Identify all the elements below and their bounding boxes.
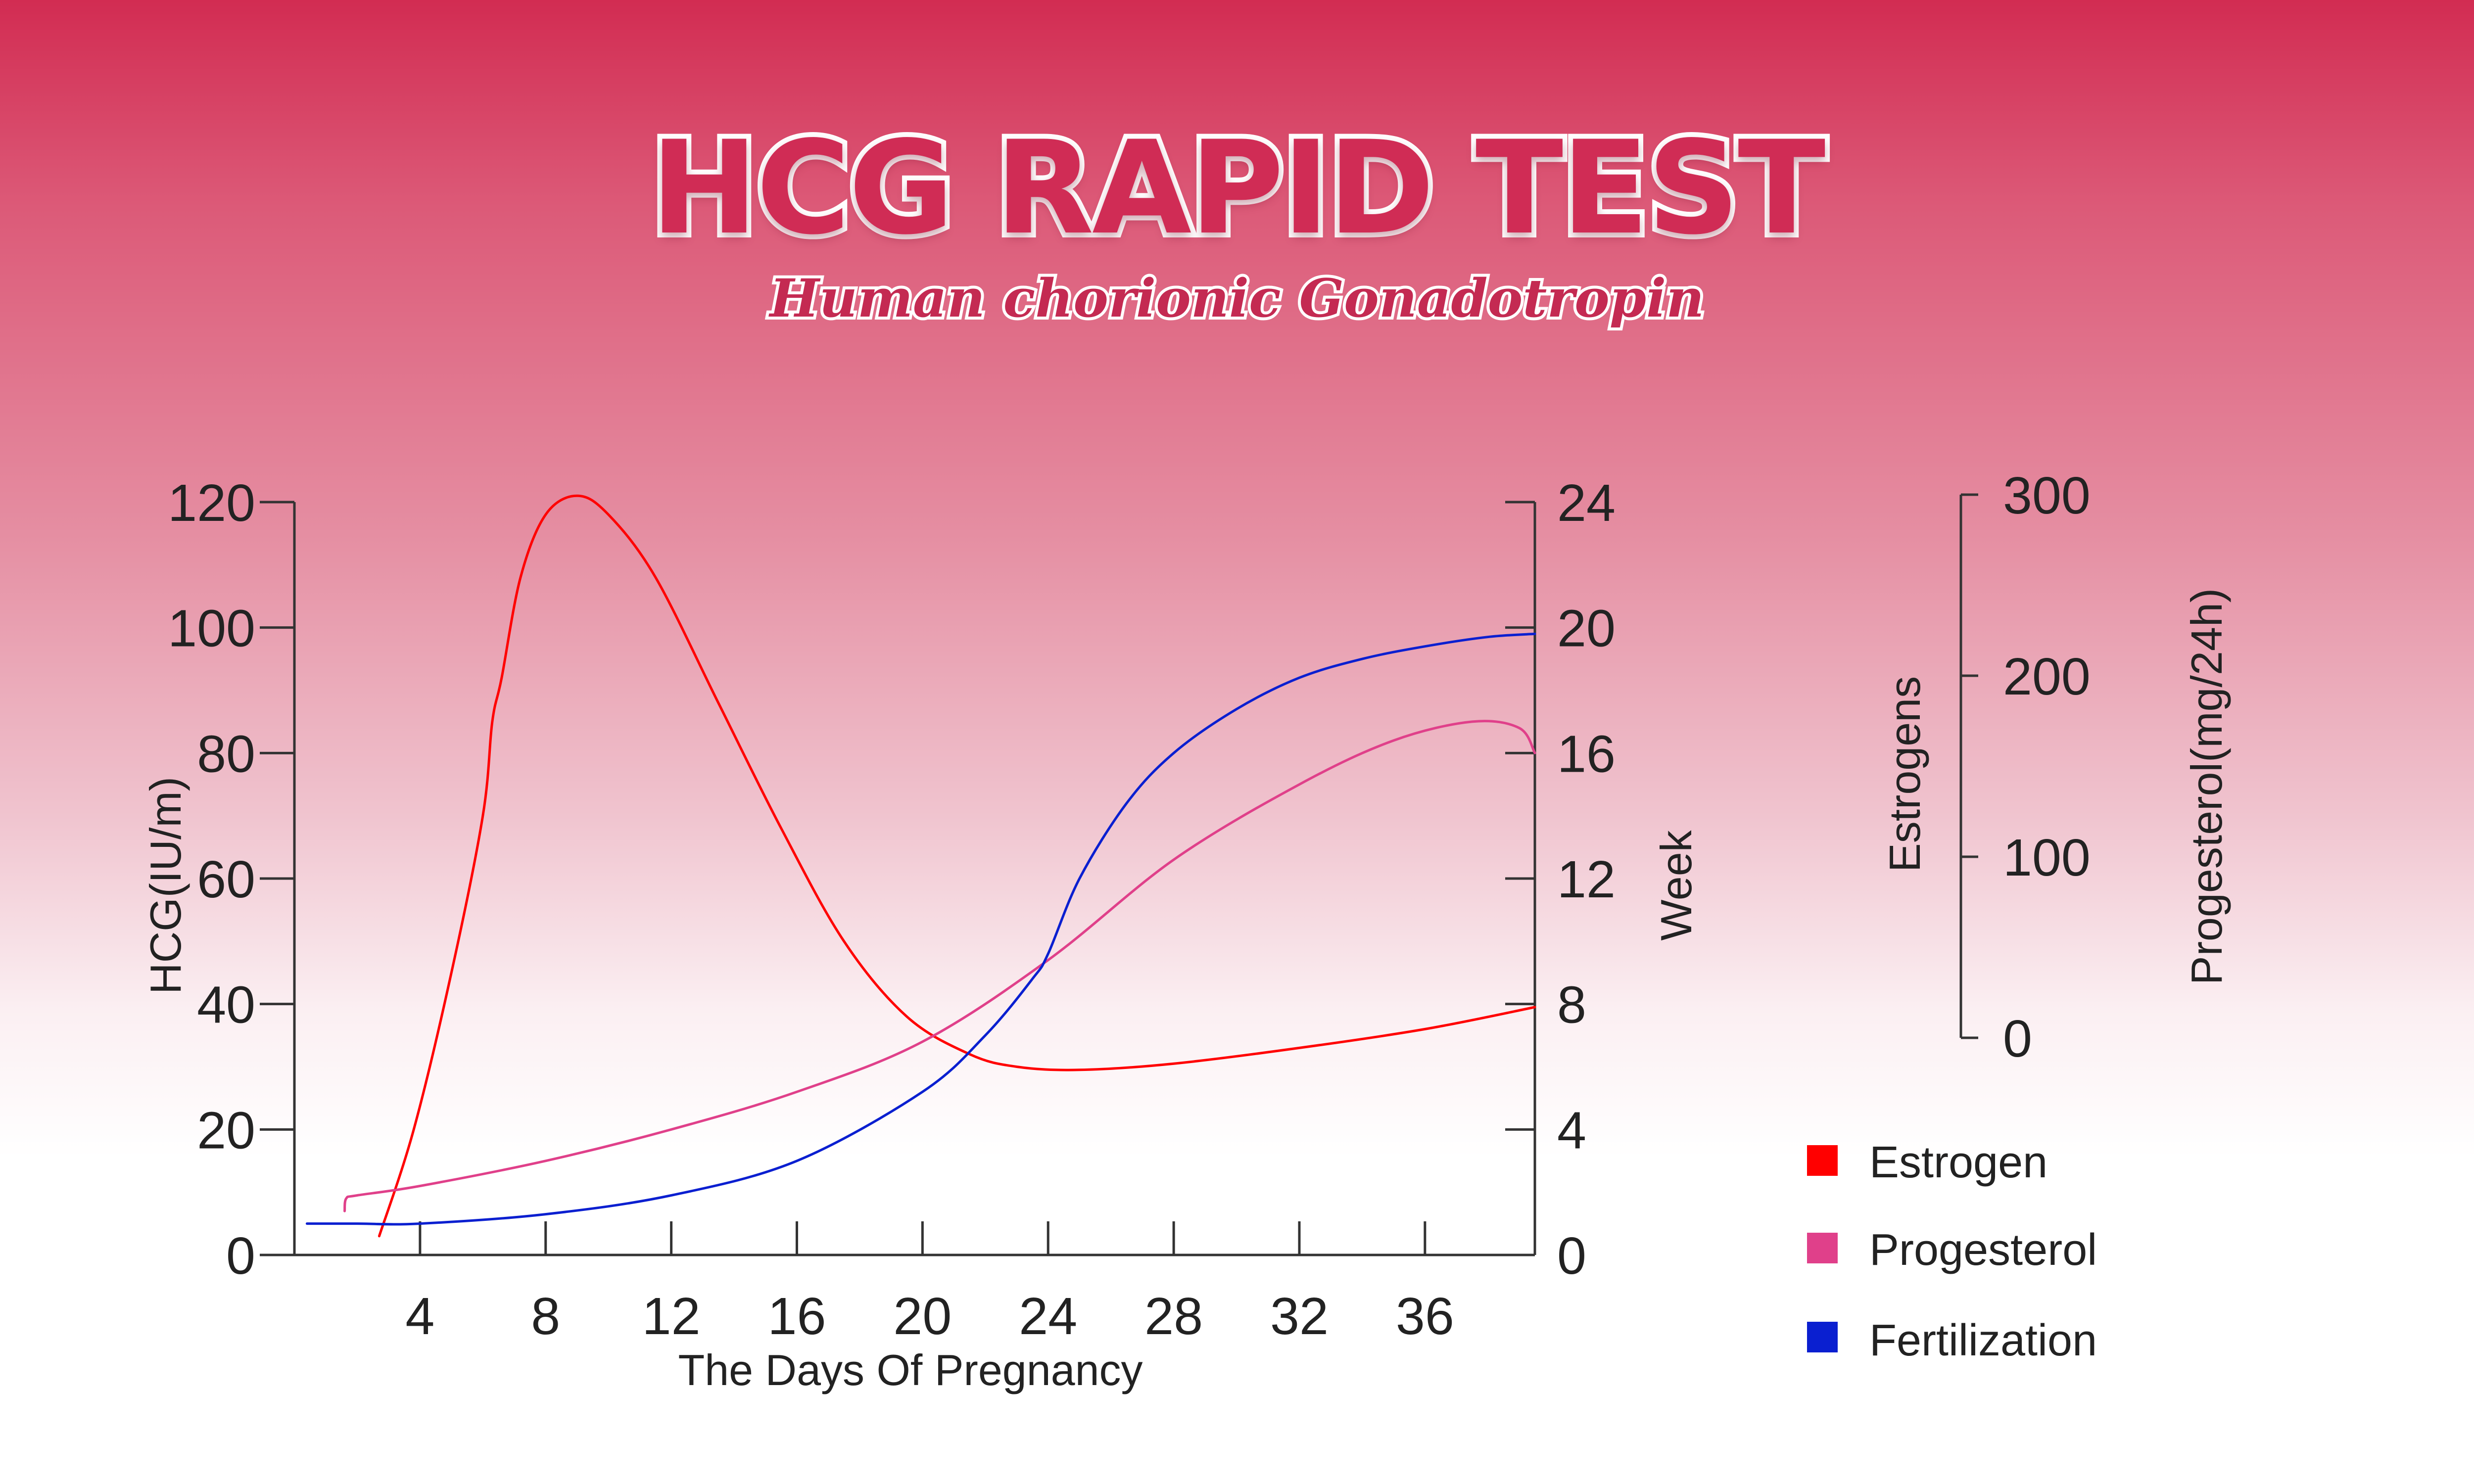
ticks: 4 8 12 16 20 24 28 32 36 0 20 40 60 80 100 120 0 4 8 12 16 20… xyxy=(168,466,2091,1345)
y-left-tick-label: 40 xyxy=(197,976,255,1034)
page-subtitle: Human chorionic Gonadotropin xyxy=(767,264,1708,332)
y-axis-side-title-left: Estrogens xyxy=(1880,676,1929,872)
y-right-tick-label: 4 xyxy=(1557,1101,1586,1159)
x-tick-label: 32 xyxy=(1270,1287,1329,1345)
legend-label-estrogen: Estrogen xyxy=(1869,1138,2047,1187)
series-line-estrogen xyxy=(378,494,1536,1238)
y-right-tick-label: 8 xyxy=(1557,976,1586,1034)
y-side-tick-label: 0 xyxy=(2003,1010,2032,1068)
x-tick-label: 16 xyxy=(768,1287,826,1345)
y-side-tick-label: 300 xyxy=(2003,466,2091,525)
y-left-tick-label: 120 xyxy=(168,474,255,532)
legend: Estrogen Progesterol Fertilization xyxy=(1807,1138,2097,1365)
page-title: HCG RAPID TEST xyxy=(646,109,1831,268)
y-left-tick-label: 80 xyxy=(197,725,255,783)
legend-swatch-estrogen xyxy=(1807,1145,1838,1176)
y-right-tick-label: 16 xyxy=(1557,725,1616,783)
y-left-tick-label: 60 xyxy=(197,850,255,909)
y-left-tick-label: 100 xyxy=(168,600,255,658)
y-axis-side-title-right: Progesterol(mg/24h) xyxy=(2182,588,2231,985)
series-line-fertilization xyxy=(305,632,1536,1226)
x-axis-title: The Days Of Pregnancy xyxy=(678,1345,1142,1394)
x-tick-label: 12 xyxy=(642,1287,701,1345)
x-tick-label: 8 xyxy=(531,1287,560,1345)
y-side-tick-label: 100 xyxy=(2003,829,2091,887)
y-right-tick-label: 0 xyxy=(1557,1227,1586,1285)
x-tick-label: 4 xyxy=(405,1287,434,1345)
y-axis-left-title: HCG(IU/m) xyxy=(141,777,190,994)
x-tick-label: 36 xyxy=(1396,1287,1454,1345)
legend-swatch-progesterol xyxy=(1807,1233,1838,1263)
legend-label-fertilization: Fertilization xyxy=(1869,1316,2097,1365)
x-tick-label: 20 xyxy=(893,1287,952,1345)
x-tick-label: 24 xyxy=(1019,1287,1077,1345)
plot-axes xyxy=(293,495,1962,1256)
y-right-tick-label: 24 xyxy=(1557,474,1616,532)
x-tick-label: 28 xyxy=(1144,1287,1203,1345)
legend-label-progesterol: Progesterol xyxy=(1869,1225,2097,1275)
series-line-progesterol xyxy=(343,720,1536,1212)
legend-swatch-fertilization xyxy=(1807,1322,1838,1352)
y-right-tick-label: 12 xyxy=(1557,850,1616,909)
y-side-tick-label: 200 xyxy=(2003,648,2091,706)
y-left-tick-label: 20 xyxy=(197,1101,255,1159)
y-axis-right-title: Week xyxy=(1652,830,1701,940)
y-left-tick-label: 0 xyxy=(226,1227,255,1285)
curves xyxy=(305,494,1536,1238)
y-right-tick-label: 20 xyxy=(1557,600,1616,658)
